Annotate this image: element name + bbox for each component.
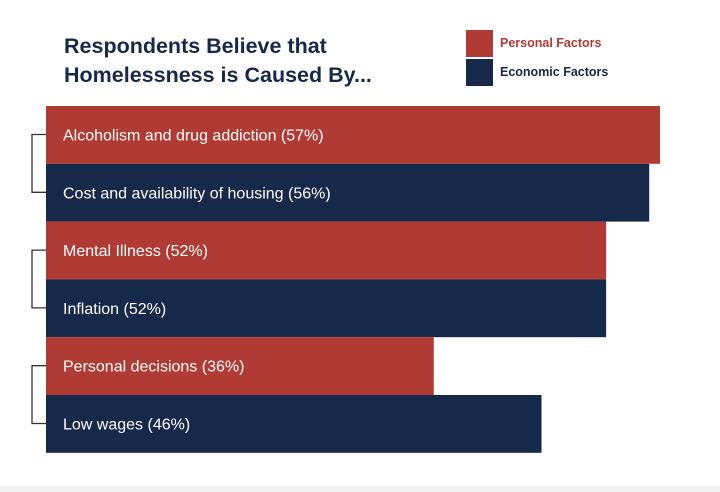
bar [46, 106, 660, 164]
chart-title-line-1: Respondents Believe that [64, 34, 327, 58]
bar [46, 395, 542, 453]
bar-label: Mental Illness (52%) [63, 243, 208, 260]
pair-bracket [31, 133, 46, 193]
legend-swatch-economic [466, 59, 493, 86]
legend-label-economic: Economic Factors [500, 65, 609, 79]
bar [46, 279, 607, 338]
bar-label: Low wages (46%) [63, 417, 190, 434]
pair-bracket [31, 365, 46, 425]
legend-item-personal-factors: Personal Factors [466, 30, 706, 58]
bar [46, 221, 607, 280]
legend-item-economic-factors: Economic Factors [466, 59, 706, 87]
chart-title: Respondents Believe that Homelessness is… [64, 32, 372, 90]
chart-title-line-2: Homelessness is Caused By... [64, 63, 372, 87]
pair-bracket [31, 249, 46, 309]
legend-swatch-personal [466, 30, 493, 57]
bottom-strip [0, 486, 720, 492]
bar-label: Alcoholism and drug addiction (57%) [63, 128, 324, 145]
bar-label: Inflation (52%) [63, 301, 166, 318]
bar [46, 163, 650, 222]
legend-label-personal: Personal Factors [500, 36, 602, 50]
bar-label: Personal decisions (36%) [63, 359, 244, 376]
bar [46, 337, 434, 395]
bar-label: Cost and availability of housing (56%) [63, 185, 331, 202]
